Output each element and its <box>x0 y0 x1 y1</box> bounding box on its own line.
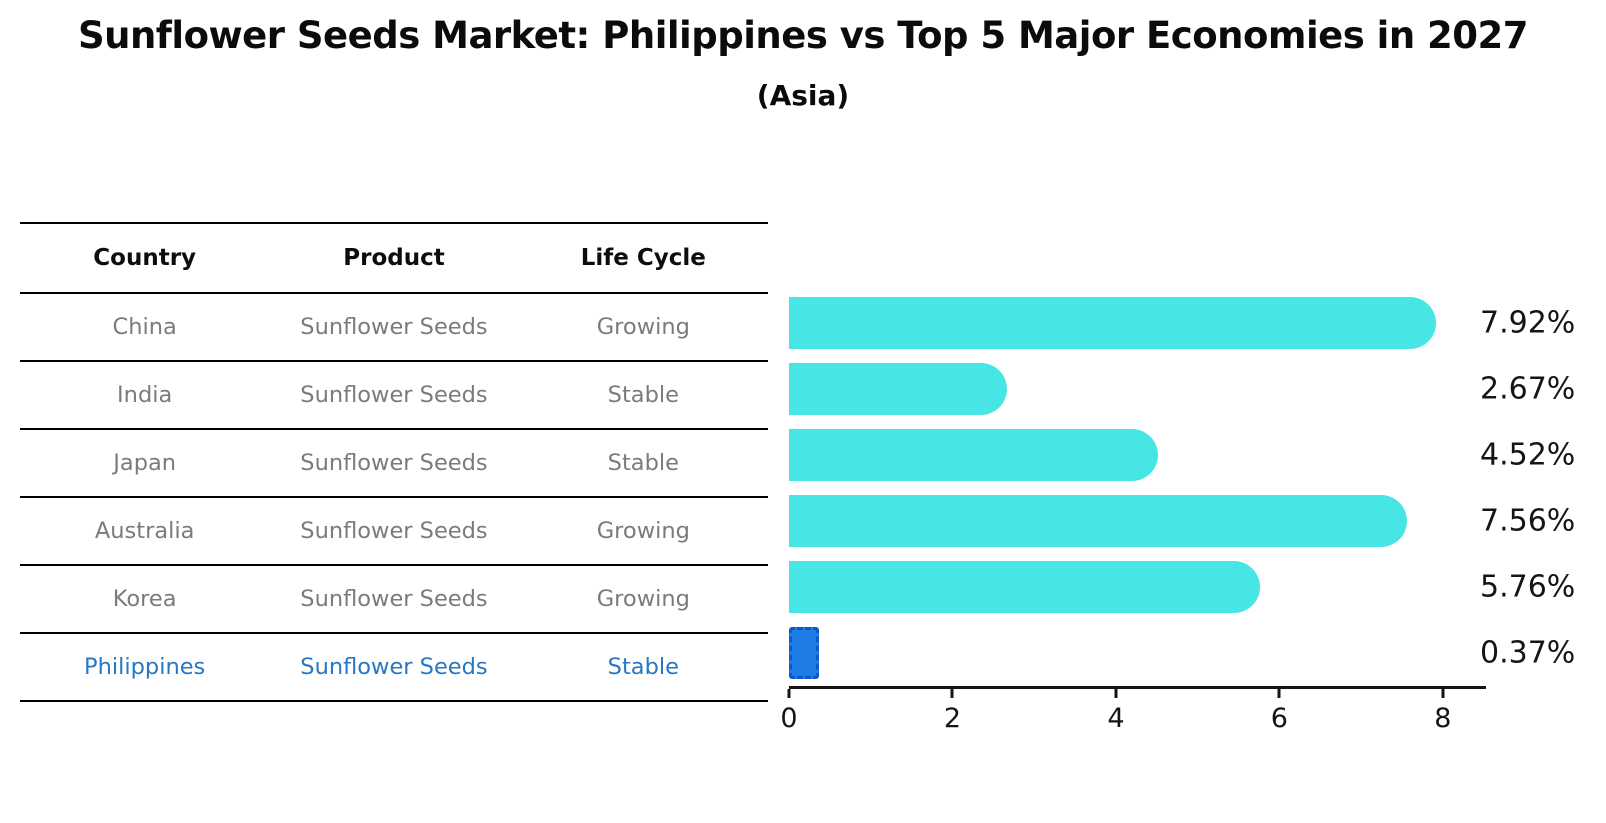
plot-area <box>789 363 1469 415</box>
bar-korea <box>789 561 1260 613</box>
table-cell-product: Sunflower Seeds <box>300 654 488 680</box>
x-tick-mark <box>787 689 791 698</box>
table-cell-country: India <box>117 382 173 408</box>
chart-spacer <box>789 222 1469 290</box>
table-cell-life-cycle: Growing <box>596 518 690 544</box>
x-tick-mark <box>1277 689 1281 698</box>
table-cell-product: Sunflower Seeds <box>300 518 488 544</box>
plot-area <box>789 561 1469 613</box>
table-cell-life-cycle: Growing <box>596 586 690 612</box>
bar-row-korea: 5.76% <box>789 554 1575 620</box>
x-axis-line <box>789 686 1486 689</box>
table-row-india: India Sunflower Seeds Stable <box>20 362 768 430</box>
x-tick-label: 4 <box>1107 703 1125 734</box>
x-tick-mark <box>1114 689 1118 698</box>
table-cell-life-cycle: Stable <box>607 382 679 408</box>
table-cell-country: Australia <box>94 518 195 544</box>
plot-area <box>789 429 1469 481</box>
countries-table: Country Product Life Cycle China Sunflowe… <box>20 222 768 702</box>
table-row-philippines: Philippines Sunflower Seeds Stable <box>20 634 768 702</box>
x-tick-label: 6 <box>1270 703 1288 734</box>
bar-row-australia: 7.56% <box>789 488 1575 554</box>
plot-area <box>789 627 1469 679</box>
x-tick-mark <box>950 689 954 698</box>
table-cell-product: Sunflower Seeds <box>300 382 488 408</box>
plot-area <box>789 297 1469 349</box>
table-cell-country: China <box>112 314 177 340</box>
x-axis: 0 2 4 6 8 <box>780 686 1486 742</box>
column-header-country: Country <box>93 245 197 271</box>
bar-japan <box>789 429 1159 481</box>
x-tick-label: 0 <box>780 703 798 734</box>
bar-australia <box>789 495 1407 547</box>
value-label-philippines: 0.37% <box>1480 635 1576 671</box>
table-cell-country: Japan <box>113 450 177 476</box>
value-label-japan: 4.52% <box>1480 437 1576 473</box>
x-tick-mark <box>1441 689 1445 698</box>
column-header-product: Product <box>343 245 445 271</box>
table-row-australia: Australia Sunflower Seeds Growing <box>20 498 768 566</box>
table-cell-life-cycle: Growing <box>596 314 690 340</box>
column-header-life-cycle: Life Cycle <box>580 245 706 271</box>
bar-china <box>789 297 1437 349</box>
bars-area: 7.92% 2.67% 4.52% 7.56% 5.76% 0.37% <box>789 290 1575 686</box>
page-subtitle: (Asia) <box>756 79 850 112</box>
bar-row-philippines: 0.37% <box>789 620 1575 686</box>
bar-row-japan: 4.52% <box>789 422 1575 488</box>
bar-philippines <box>789 627 820 679</box>
table-body: China Sunflower Seeds Growing India Sunflowe… <box>20 294 768 702</box>
table-row-china: China Sunflower Seeds Growing <box>20 294 768 362</box>
bar-row-china: 7.92% <box>789 290 1575 356</box>
page-title: Sunflower Seeds Market: Philippines vs T… <box>77 14 1529 57</box>
table-header-row: Country Product Life Cycle <box>20 222 768 294</box>
table-row-korea: Korea Sunflower Seeds Growing <box>20 566 768 634</box>
table-cell-life-cycle: Stable <box>607 450 679 476</box>
value-label-korea: 5.76% <box>1480 569 1576 605</box>
table-cell-product: Sunflower Seeds <box>300 450 488 476</box>
value-label-china: 7.92% <box>1480 305 1576 341</box>
x-tick-label: 2 <box>943 703 962 734</box>
value-label-australia: 7.56% <box>1480 503 1576 539</box>
table-cell-product: Sunflower Seeds <box>300 586 488 612</box>
table-row-japan: Japan Sunflower Seeds Stable <box>20 430 768 498</box>
bar-india <box>789 363 1008 415</box>
table-cell-country: Korea <box>112 586 177 612</box>
bar-chart: 7.92% 2.67% 4.52% 7.56% 5.76% 0.37% 0 2 4 6 8 <box>780 222 1575 742</box>
table-cell-country: Philippines <box>84 654 206 680</box>
chart-header: Sunflower Seeds Market: Philippines vs T… <box>0 0 1606 112</box>
chart-body: Country Product Life Cycle China Sunflowe… <box>20 222 1575 742</box>
plot-area <box>789 495 1469 547</box>
table-cell-product: Sunflower Seeds <box>300 314 488 340</box>
x-tick-label: 8 <box>1434 703 1452 734</box>
bar-row-india: 2.67% <box>789 356 1575 422</box>
table-cell-life-cycle: Stable <box>607 654 679 680</box>
value-label-india: 2.67% <box>1480 371 1576 407</box>
